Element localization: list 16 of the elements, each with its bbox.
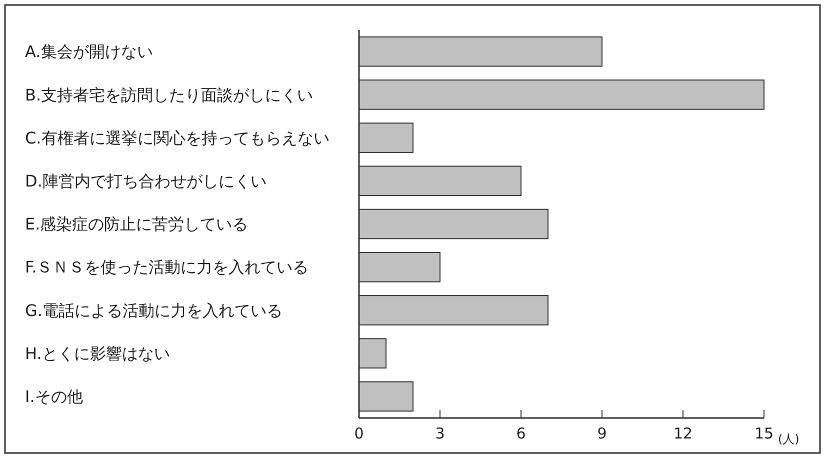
- y-tick-label: F.ＳＮＳを使った活動に力を入れている: [25, 258, 309, 277]
- x-tick-label: 12: [673, 424, 693, 443]
- y-tick-label: A.集会が開けない: [25, 42, 153, 62]
- x-tick-label: 9: [597, 424, 607, 443]
- y-tick-label: G.電話による活動に力を入れている: [25, 300, 282, 320]
- x-tick-label: 6: [516, 424, 526, 443]
- y-tick-label: C.有権者に選挙に関心を持ってもらえない: [25, 128, 330, 148]
- y-tick-label: B.支持者宅を訪問したり面談がしにくい: [25, 85, 314, 104]
- y-tick-label: H.とくに影響はない: [25, 344, 170, 363]
- y-tick-label: D.陣営内で打ち合わせがしにくい: [25, 171, 266, 190]
- y-tick-label: I.その他: [25, 387, 83, 406]
- x-tick-label: 3: [435, 424, 445, 443]
- x-tick-label: 15: [754, 424, 774, 443]
- y-tick-label: E.感染症の防止に苦労している: [25, 214, 248, 234]
- x-axis-title: (人): [778, 432, 800, 446]
- x-tick-label: 0: [354, 424, 364, 443]
